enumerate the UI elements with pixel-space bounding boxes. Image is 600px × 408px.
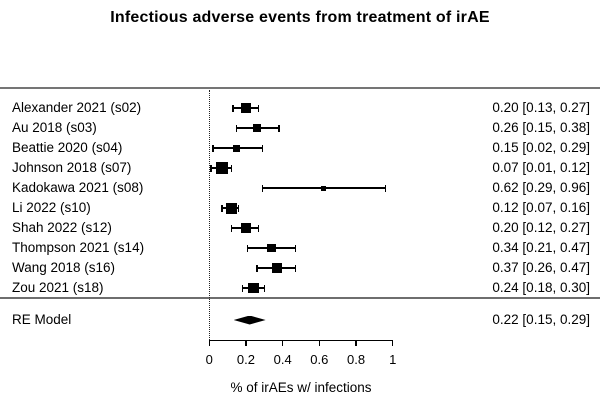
ci-cap-right (294, 264, 297, 272)
point-estimate-marker (272, 263, 282, 273)
ci-cap-left (210, 164, 212, 172)
study-label: Kadokawa 2021 (s08) (12, 179, 144, 195)
ci-cap-right (230, 164, 232, 172)
ci-cap-left (247, 244, 249, 252)
summary-estimate-annotation: 0.22 [0.15, 0.29] (492, 311, 590, 327)
x-tick (318, 340, 320, 346)
study-estimate-annotation: 0.62 [0.29, 0.96] (492, 179, 590, 195)
ci-cap-right (294, 244, 297, 252)
study-label: Au 2018 (s03) (12, 119, 97, 135)
ci-cap-right (237, 204, 240, 212)
study-label: Zou 2021 (s18) (12, 279, 104, 295)
ci-cap-right (261, 144, 264, 152)
study-estimate-annotation: 0.26 [0.15, 0.38] (492, 119, 590, 135)
study-label: Shah 2022 (s12) (12, 219, 112, 235)
point-estimate-marker (233, 144, 241, 152)
study-estimate-annotation: 0.24 [0.18, 0.30] (492, 279, 590, 295)
ci-cap-left (230, 224, 232, 232)
ci-cap-right (258, 224, 260, 232)
ci-cap-right (278, 124, 280, 132)
study-label: Alexander 2021 (s02) (12, 99, 142, 115)
point-estimate-marker (252, 124, 261, 132)
x-tick (208, 340, 210, 346)
study-estimate-annotation: 0.20 [0.13, 0.27] (492, 99, 590, 115)
x-axis-line (209, 340, 393, 342)
study-label: Li 2022 (s10) (12, 199, 91, 215)
study-label: Thompson 2021 (s14) (12, 239, 145, 255)
ci-cap-left (232, 104, 234, 112)
point-estimate-marker (225, 202, 237, 214)
ci-cap-left (212, 144, 214, 152)
x-tick (392, 340, 394, 346)
summary-diamond (233, 315, 266, 325)
x-tick-label: 0.8 (346, 352, 366, 367)
ci-cap-right (384, 184, 386, 192)
x-tick (282, 340, 284, 346)
ci-cap-right (263, 284, 265, 292)
study-label: Johnson 2018 (s07) (12, 159, 132, 175)
point-estimate-marker (240, 223, 251, 233)
x-tick-label: 1 (389, 352, 397, 367)
ci-cap-left (256, 264, 258, 272)
summary-separator-rule (0, 297, 600, 299)
ci-cap-left (236, 124, 238, 132)
point-estimate-marker (267, 243, 276, 253)
x-tick-label: 0.2 (236, 352, 256, 367)
ci-cap-left (241, 284, 243, 292)
point-estimate-marker (248, 282, 259, 294)
chart-title: Infectious adverse events from treatment… (110, 9, 490, 26)
study-estimate-annotation: 0.37 [0.26, 0.47] (492, 259, 590, 275)
point-estimate-marker (216, 162, 228, 174)
ci-cap-left (261, 184, 264, 192)
study-estimate-annotation: 0.15 [0.02, 0.29] (492, 139, 590, 155)
point-estimate-marker (241, 103, 251, 113)
x-tick (355, 340, 357, 346)
study-label: Beattie 2020 (s04) (12, 139, 123, 155)
top-rule (0, 87, 600, 89)
zero-reference-line (209, 90, 210, 340)
study-estimate-annotation: 0.12 [0.07, 0.16] (492, 199, 590, 215)
study-estimate-annotation: 0.34 [0.21, 0.47] (492, 239, 590, 255)
study-estimate-annotation: 0.20 [0.12, 0.27] (492, 219, 590, 235)
x-tick-label: 0.4 (273, 352, 292, 367)
x-axis-title: % of irAEs w/ infections (230, 380, 372, 395)
point-estimate-marker (320, 185, 326, 191)
summary-label: RE Model (12, 311, 72, 327)
study-estimate-annotation: 0.07 [0.01, 0.12] (492, 159, 590, 175)
ci-cap-right (258, 104, 260, 112)
study-label: Wang 2018 (s16) (12, 259, 116, 275)
x-tick-label: 0 (205, 352, 213, 367)
x-tick-label: 0.6 (310, 352, 329, 367)
ci-cap-left (221, 204, 223, 212)
x-tick (245, 340, 247, 346)
